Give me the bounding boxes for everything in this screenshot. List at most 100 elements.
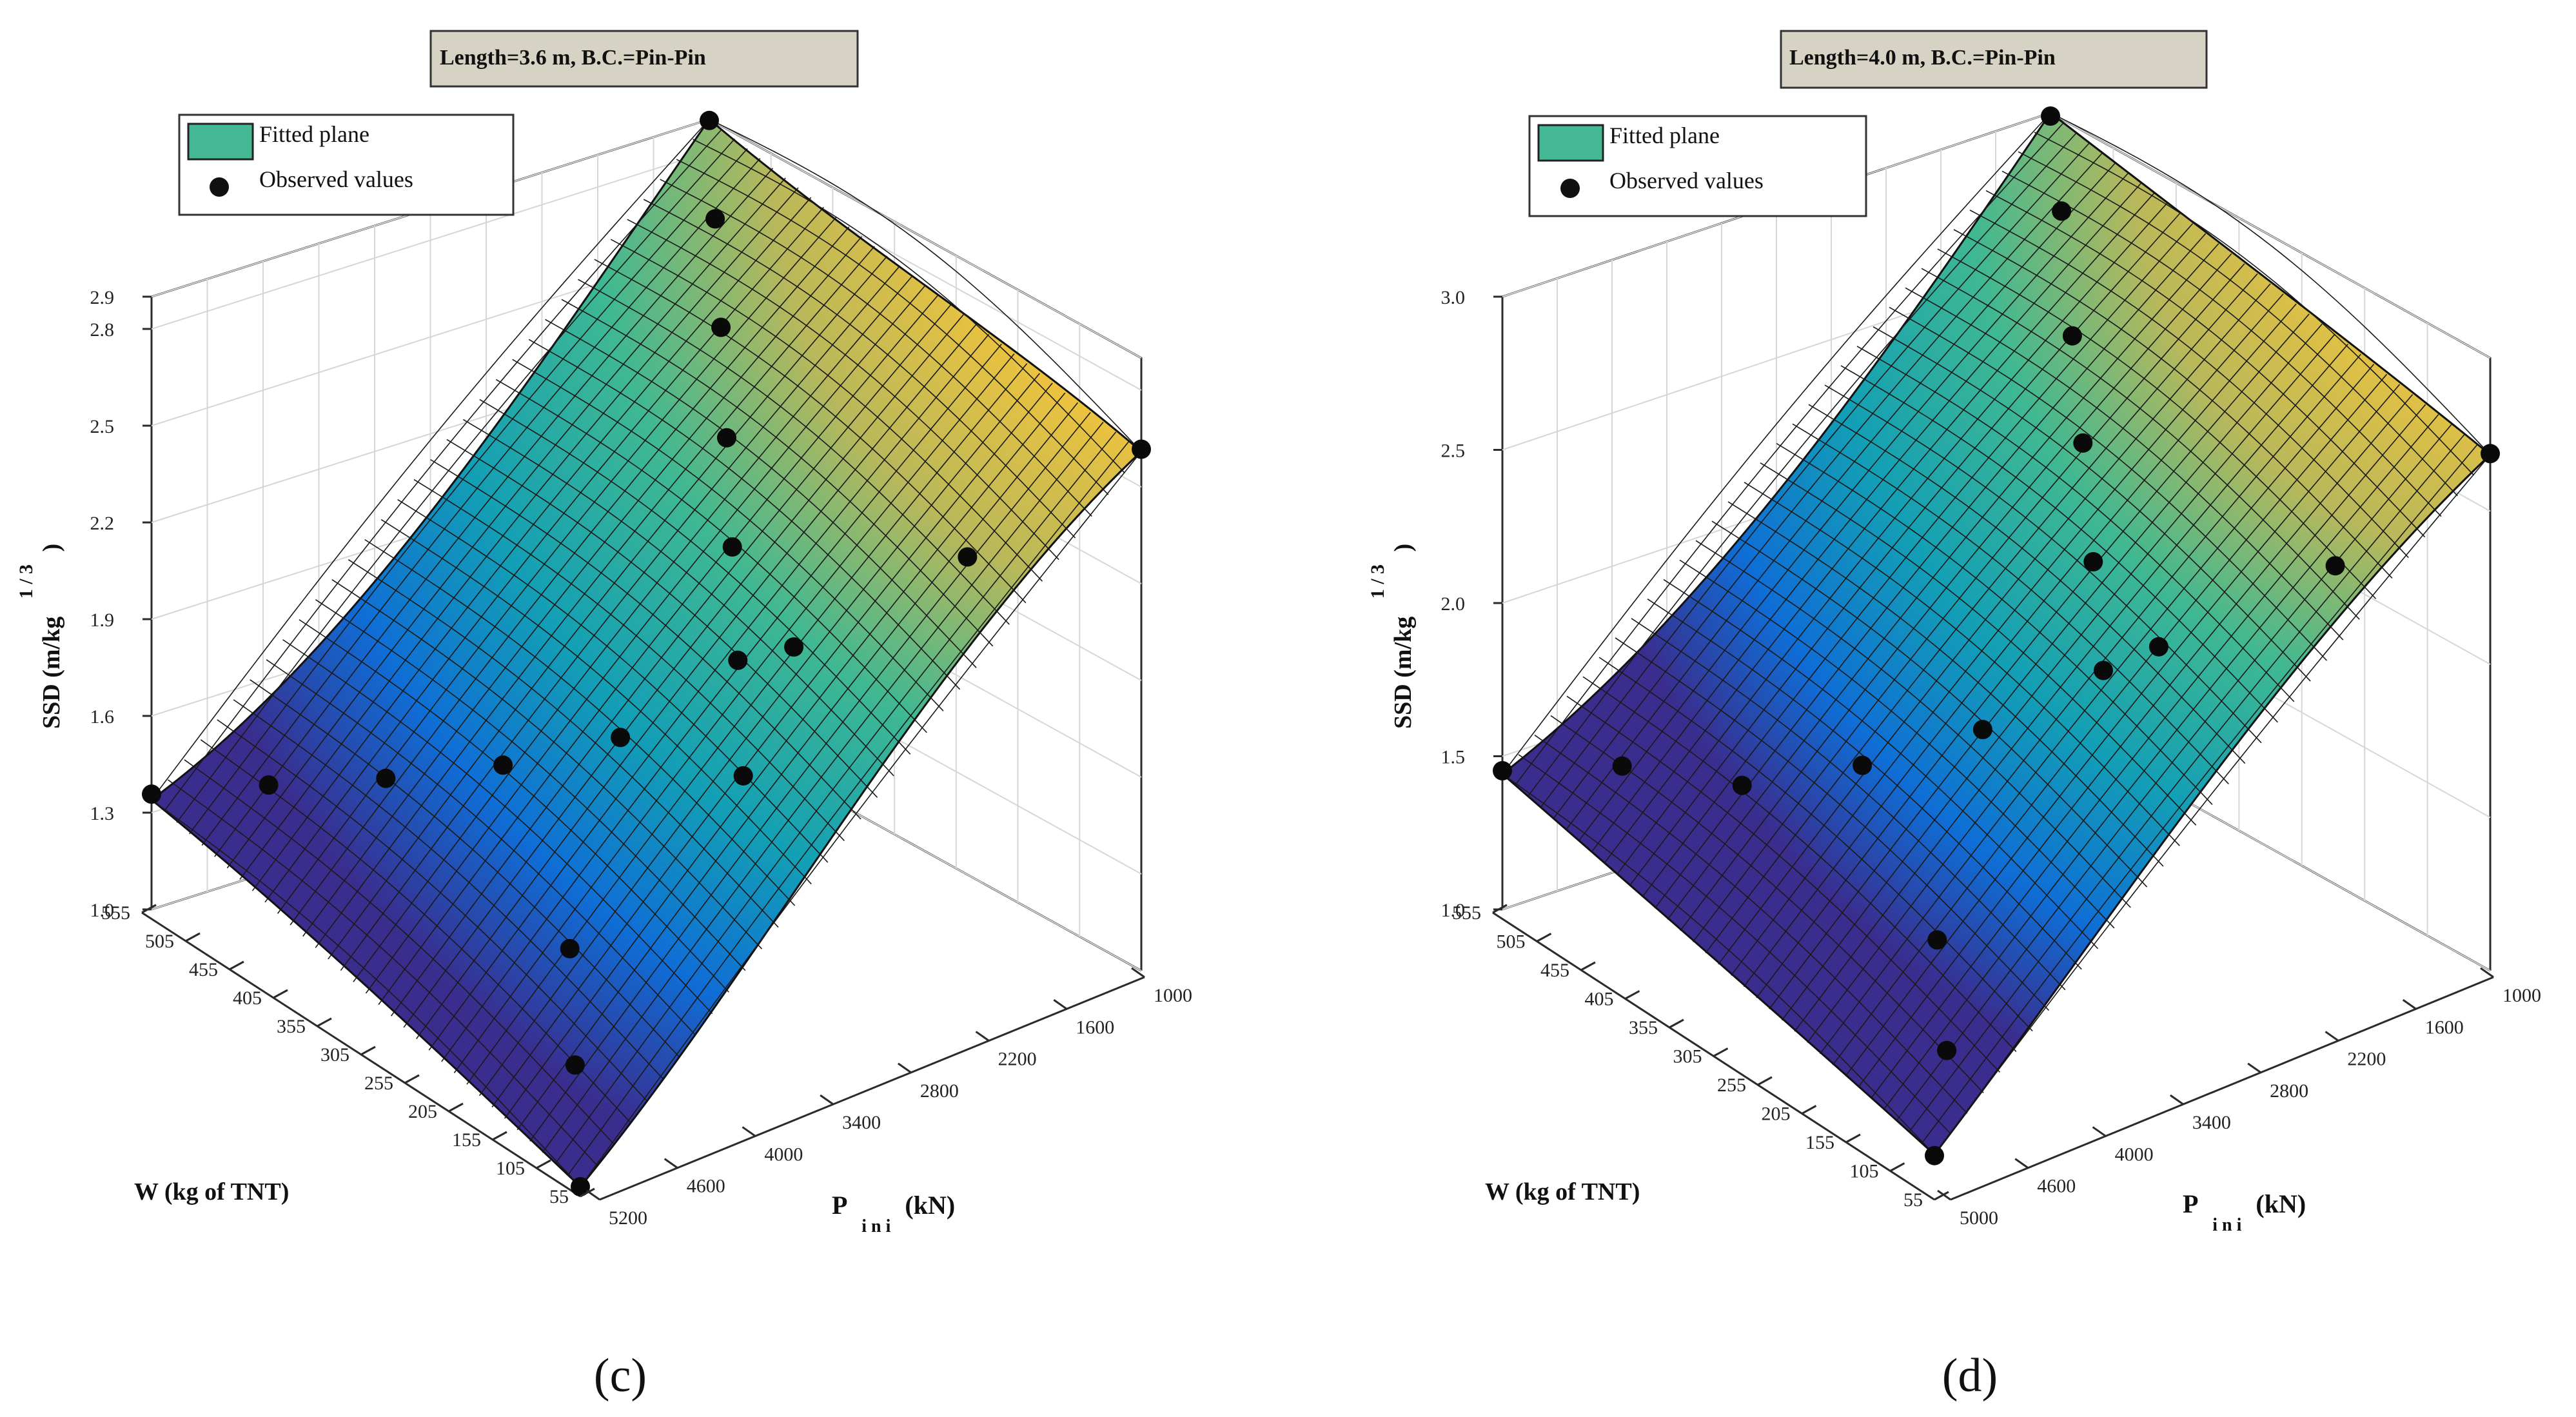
w-tick-label: 55 bbox=[1903, 1189, 1923, 1211]
observed-point bbox=[717, 428, 736, 448]
p-tick-label: 2800 bbox=[2270, 1080, 2308, 1102]
observed-point bbox=[2094, 660, 2113, 680]
observed-point bbox=[722, 537, 742, 557]
z-tick-label: 2.8 bbox=[90, 319, 115, 341]
w-tick-label: 255 bbox=[364, 1073, 393, 1094]
w-axis-label: W (kg of TNT) bbox=[1485, 1178, 1640, 1205]
panel-c: 1.0 1.3 1.6 1.9 2.2 2.5 2.8 2.9 SSD (m/kg 1 / 3… bbox=[11, 30, 1192, 1402]
observed-point bbox=[705, 209, 725, 229]
observed-point bbox=[2052, 201, 2072, 221]
w-tick-label: 105 bbox=[1850, 1161, 1879, 1182]
chart-title: Length=3.6 m, B.C.=Pin-Pin bbox=[429, 30, 859, 88]
observed-points bbox=[1493, 106, 2500, 1165]
surface-mesh bbox=[151, 119, 1142, 1187]
z-tick-label: 2.2 bbox=[90, 513, 115, 534]
legend-surface-swatch bbox=[187, 123, 254, 161]
observed-point bbox=[2325, 556, 2345, 576]
panel-label-c: (c) bbox=[594, 1349, 647, 1402]
observed-point bbox=[728, 650, 748, 670]
z-tick-label: 2.9 bbox=[90, 287, 115, 308]
observed-point bbox=[2083, 552, 2103, 571]
legend: Fitted plane Observed values bbox=[1528, 115, 1867, 217]
p-axis-label: P i n i (kN) bbox=[2183, 1189, 2306, 1236]
observed-point bbox=[1972, 720, 1992, 740]
w-tick-label: 255 bbox=[1717, 1075, 1746, 1096]
w-tick-label: 155 bbox=[452, 1129, 481, 1151]
p-tick-label: 4000 bbox=[2115, 1144, 2154, 1165]
observed-point bbox=[560, 938, 580, 958]
w-tick-label: 555 bbox=[1452, 902, 1481, 924]
surface-mesh bbox=[1502, 112, 2491, 1155]
observed-point bbox=[1493, 761, 1512, 780]
legend-points-label: Observed values bbox=[1609, 168, 1764, 193]
legend-surface-swatch bbox=[1537, 124, 1604, 162]
z-axis: 1.0 1.3 1.6 1.9 2.2 2.5 2.8 2.9 SSD (m/kg 1 / 3… bbox=[11, 287, 152, 921]
svg-text:Length=4.0 m, B.C.=Pin-Pin: Length=4.0 m, B.C.=Pin-Pin bbox=[1789, 46, 2056, 70]
observed-point bbox=[1612, 756, 1632, 776]
w-tick-label: 155 bbox=[1805, 1132, 1834, 1153]
w-axis-label: W (kg of TNT) bbox=[134, 1178, 289, 1205]
observed-point bbox=[784, 637, 804, 657]
observed-point bbox=[611, 728, 631, 748]
p-tick-label: 3400 bbox=[842, 1112, 881, 1133]
p-tick-label: 4000 bbox=[764, 1144, 803, 1165]
w-tick-label: 455 bbox=[189, 959, 218, 980]
legend-points-label: Observed values bbox=[259, 166, 413, 192]
w-tick-label: 505 bbox=[1497, 931, 1526, 953]
w-tick-label: 305 bbox=[1673, 1046, 1702, 1067]
observed-point bbox=[2148, 637, 2168, 657]
observed-point bbox=[1925, 1145, 1944, 1165]
observed-point bbox=[1732, 775, 1752, 795]
p-tick-label: 3400 bbox=[2192, 1112, 2231, 1133]
z-tick-label: 1.3 bbox=[90, 803, 115, 824]
legend-point-marker bbox=[210, 177, 229, 197]
z-axis: 1.0 1.5 2.0 2.5 3.0 SSD (m/kg 1 / 3 ) bbox=[1367, 287, 1502, 921]
panel-d: 1.0 1.5 2.0 2.5 3.0 SSD (m/kg 1 / 3 ) 555 505… bbox=[1367, 30, 2541, 1402]
observed-point bbox=[493, 755, 513, 775]
fitted-surface bbox=[1500, 111, 2492, 1156]
w-tick-label: 355 bbox=[277, 1016, 306, 1037]
p-axis-ticks: 1000 1600 2200 2800 3400 4000 4600 5200 bbox=[586, 967, 1192, 1229]
p-tick-label: 4600 bbox=[687, 1176, 725, 1197]
z-tick-label: 1.9 bbox=[90, 609, 115, 631]
observed-point bbox=[700, 110, 719, 130]
observed-point bbox=[958, 547, 978, 567]
z-tick-label: 1.0 bbox=[90, 900, 115, 921]
legend: Fitted plane Observed values bbox=[178, 114, 515, 216]
z-tick-label: 1.6 bbox=[90, 706, 115, 728]
p-tick-label: 2200 bbox=[2347, 1049, 2386, 1070]
legend-surface-label: Fitted plane bbox=[259, 121, 369, 147]
z-tick-label: 2.0 bbox=[1441, 593, 1466, 615]
w-tick-label: 505 bbox=[145, 931, 174, 952]
observed-point bbox=[2062, 326, 2082, 346]
w-tick-label: 405 bbox=[233, 987, 262, 1009]
w-tick-label: 405 bbox=[1585, 989, 1614, 1010]
w-tick-label: 205 bbox=[1762, 1104, 1791, 1125]
observed-points bbox=[142, 110, 1151, 1196]
w-tick-label: 305 bbox=[320, 1044, 349, 1065]
z-axis-label: SSD (m/kg 1 / 3 ) bbox=[11, 544, 65, 729]
chart-title: Length=4.0 m, B.C.=Pin-Pin bbox=[1780, 30, 2208, 89]
p-tick-label: 4600 bbox=[2037, 1176, 2076, 1197]
z-tick-label: 2.5 bbox=[90, 416, 115, 437]
legend-point-marker bbox=[1560, 179, 1580, 198]
p-tick-label: 5000 bbox=[1960, 1207, 1998, 1229]
z-tick-label: 1.5 bbox=[1441, 747, 1466, 768]
observed-point bbox=[565, 1055, 585, 1075]
observed-point bbox=[1927, 930, 1947, 950]
legend-surface-label: Fitted plane bbox=[1609, 123, 1720, 148]
p-tick-label: 1600 bbox=[1076, 1016, 1114, 1038]
w-tick-label: 455 bbox=[1540, 960, 1569, 981]
z-tick-label: 2.5 bbox=[1441, 441, 1466, 462]
z-tick-label: 3.0 bbox=[1441, 287, 1466, 308]
p-axis-label: P i n i (kN) bbox=[832, 1191, 955, 1238]
panel-label-d: (d) bbox=[1942, 1349, 1998, 1402]
z-tick-label: 1.0 bbox=[1441, 900, 1466, 921]
p-tick-label: 1000 bbox=[1154, 985, 1192, 1006]
observed-point bbox=[142, 784, 161, 804]
w-tick-label: 355 bbox=[1629, 1017, 1658, 1038]
observed-point bbox=[571, 1177, 590, 1196]
w-tick-label: 55 bbox=[549, 1186, 569, 1207]
p-tick-label: 1600 bbox=[2425, 1016, 2464, 1038]
